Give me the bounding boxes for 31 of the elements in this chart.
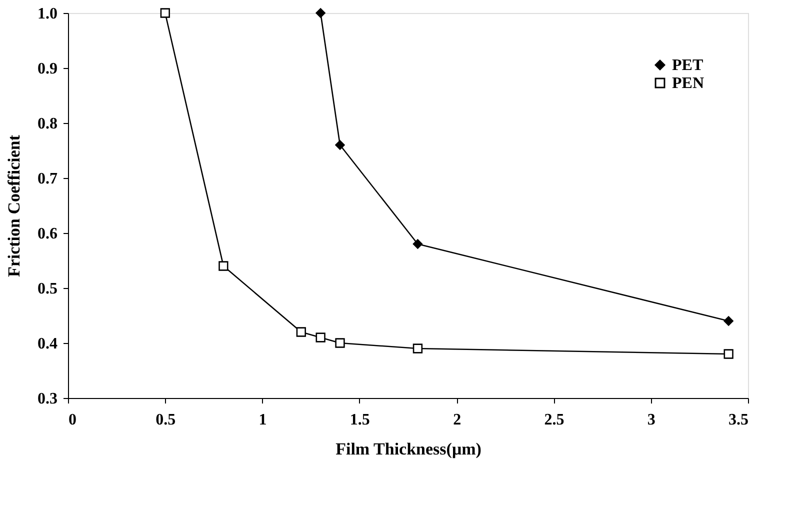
y-tick-label: 0.7 xyxy=(38,170,58,188)
point xyxy=(160,8,170,18)
y-tick-label: 1.0 xyxy=(38,6,58,22)
legend-label: PET xyxy=(672,57,704,74)
legend-label: PEN xyxy=(672,75,704,92)
point xyxy=(218,261,228,271)
y-axis-title: Friction Coefficient xyxy=(4,134,24,278)
point xyxy=(316,332,326,342)
x-tick-label: 2.5 xyxy=(544,412,564,428)
y-tick-label: 0.9 xyxy=(38,60,58,78)
y-tick-label: 0.8 xyxy=(38,116,58,132)
point xyxy=(412,239,423,249)
point xyxy=(335,140,345,150)
point xyxy=(296,327,306,337)
x-tick-label: 0 xyxy=(68,412,76,428)
y-tick-label: 0.3 xyxy=(38,390,58,408)
point xyxy=(412,344,423,354)
x-tick-label: 3.5 xyxy=(728,412,748,428)
x-axis-title: Film Thickness(μm) xyxy=(336,440,482,458)
y-tick-label: 0.5 xyxy=(38,280,58,298)
point xyxy=(724,316,734,326)
y-tick-label: 0.4 xyxy=(38,336,58,352)
point xyxy=(724,349,734,359)
x-tick-label: 1 xyxy=(258,412,267,428)
point xyxy=(335,338,345,348)
x-tick-label: 3 xyxy=(647,412,656,428)
x-tick-label: 2 xyxy=(453,412,462,428)
x-tick-label: 1.5 xyxy=(350,412,370,428)
point xyxy=(316,8,326,18)
y-tick-label: 0.6 xyxy=(38,226,58,242)
x-tick-label: 0.5 xyxy=(156,412,176,428)
